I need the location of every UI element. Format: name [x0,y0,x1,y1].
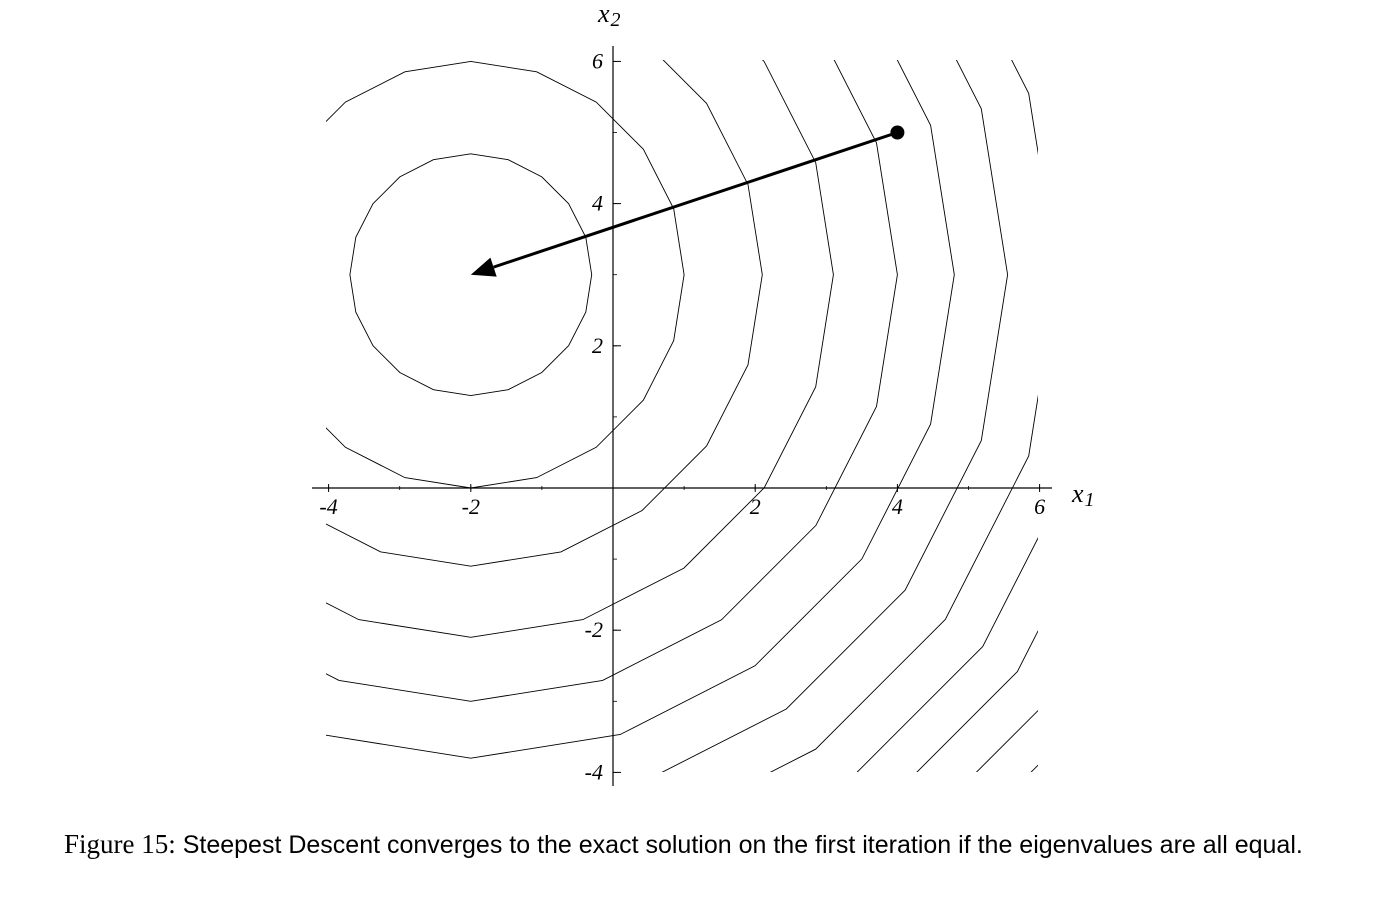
contour-line-15 [0,0,1338,810]
contour-line-13 [0,0,1267,810]
axis-ticks: -4 -2 2 4 6 2 4 6 -2 -4 [319,48,1045,784]
x-tick-label: 4 [892,494,903,519]
figure-caption: Figure 15: Steepest Descent converges to… [64,826,1354,864]
descent-arrow-shaft [493,131,898,269]
contour-line-16 [0,0,1374,810]
contour-plot: -4 -2 2 4 6 2 4 6 -2 -4 x1 x2 [0,0,1374,810]
axes [312,46,1052,786]
contour-lines [0,0,1374,810]
y-tick-label: 2 [592,333,603,358]
contour-line-4 [326,60,834,638]
contour-line-6 [326,60,955,759]
y-tick-label: 4 [592,191,603,216]
figure-label: Figure 15: [64,829,176,859]
contour-line-7 [661,60,1009,772]
contour-line-3 [326,60,763,567]
x-tick-label: -4 [319,494,337,519]
contour-line-5 [326,60,898,702]
contour-line-12 [1030,764,1038,772]
y-tick-label: 6 [592,48,603,73]
x-tick-label: -2 [462,494,480,519]
caption-text: Steepest Descent converges to the exact … [182,831,1303,859]
contour-line-14 [0,0,1303,810]
descent-step [470,125,905,277]
contour-line-11 [975,709,1038,772]
x-axis-label: x1 [1071,479,1095,511]
y-tick-label: -2 [585,617,603,642]
descent-arrow-head [470,257,497,277]
x-tick-label: 2 [750,494,761,519]
y-tick-label: -4 [585,759,603,784]
contour-line-1 [349,153,593,397]
y-axis-label: x2 [597,0,621,31]
start-point [890,125,905,140]
contour-line-2 [326,60,685,489]
x-tick-label: 6 [1034,494,1045,519]
contour-line-8 [769,60,1038,772]
contour-line-10 [916,630,1038,772]
